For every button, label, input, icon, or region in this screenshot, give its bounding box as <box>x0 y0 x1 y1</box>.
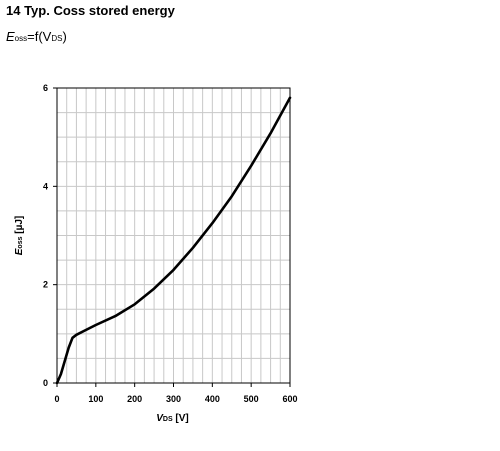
subtitle-sub-oss: oss <box>14 34 28 43</box>
x-tick-label: 100 <box>88 394 103 404</box>
subtitle-e: E <box>6 29 15 44</box>
y-tick-label: 2 <box>43 280 48 290</box>
x-tick-label: 200 <box>127 394 142 404</box>
x-tick-label: 0 <box>54 394 59 404</box>
x-tick-label: 400 <box>205 394 220 404</box>
y-axis-label: Eoss [µJ] <box>14 216 25 256</box>
x-axis-label: VDS [V] <box>156 413 189 424</box>
x-tick-label: 300 <box>166 394 181 404</box>
y-tick-label: 0 <box>43 378 48 388</box>
x-tick-label: 600 <box>282 394 297 404</box>
subtitle-close: ) <box>62 29 67 44</box>
subtitle-sub-ds: DS <box>51 34 63 43</box>
y-tick-label: 4 <box>43 181 48 191</box>
chart-subtitle: Eoss=f(VDS) <box>6 29 67 44</box>
series-line <box>55 96 292 385</box>
y-tick-label: 6 <box>43 83 48 93</box>
chart-title: 14 Typ. Coss stored energy <box>6 3 175 18</box>
x-tick-label: 500 <box>244 394 259 404</box>
subtitle-f: =f(V <box>27 29 52 44</box>
